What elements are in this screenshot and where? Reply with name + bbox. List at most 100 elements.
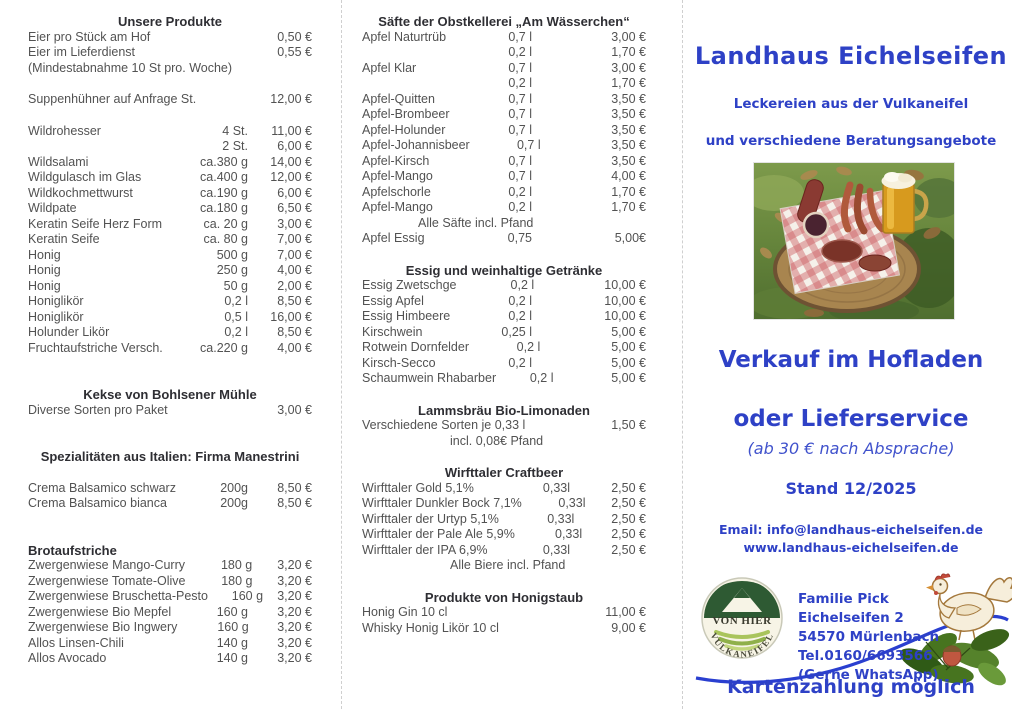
row-name: Wirfttaler der Urtyp 5,1%: [362, 511, 499, 526]
price-row: Essig Zwetschge 0,2 l 10,00 €: [362, 278, 646, 294]
row-qty: 0,33l: [542, 480, 570, 495]
price-row: Apfel Klar 0,7 l 3,00 €: [362, 61, 646, 77]
price-row: Essig Himbeere 0,2 l 10,00 €: [362, 309, 646, 325]
sale-heading-2: oder Lieferservice: [733, 406, 969, 432]
von-hier-vulkaneifel-logo: VON HIER VULKANEIFEL: [701, 577, 783, 659]
spacer: [28, 108, 312, 124]
price-row: Honig 250 g 4,00 €: [28, 263, 312, 279]
price-row: Wirfttaler der Pale Ale 5,9% 0,33l 2,50 €: [362, 527, 646, 543]
row-price: 1,70 €: [611, 76, 646, 90]
row-name: Schaumwein Rhabarber: [362, 371, 497, 385]
price-row: Whisky Honig Likör 10 cl 9,00 €: [362, 621, 646, 637]
row-price: 1,70 €: [611, 200, 646, 214]
menu-section: Säfte der Obstkellerei „Am Wässerchen“ Ap…: [362, 14, 646, 247]
row-price: 3,50 €: [611, 138, 646, 152]
row-name: Honiglikör: [28, 309, 84, 324]
price-row: Holunder Likör 0,2 l 8,50 €: [28, 325, 312, 341]
row-price: 4,00 €: [611, 169, 646, 183]
row-qty: 140 g: [216, 651, 248, 665]
row-name: Allos Linsen-Chili: [28, 635, 124, 650]
row-price: 3,00 €: [611, 29, 646, 44]
row-qty: 0,7 l: [508, 60, 532, 75]
row-price: 5,00€: [614, 231, 646, 245]
price-row: Apfel-Brombeer 0,7 l 3,50 €: [362, 107, 646, 123]
note-line: (Mindestabnahme 10 St pro. Woche): [28, 60, 233, 75]
contact-block: Familie Pick Eichelseifen 2 54570 Mürlen…: [798, 590, 939, 685]
row-qty: ca.380 g: [200, 154, 248, 169]
row-name: Kirsch-Secco: [362, 355, 436, 370]
row-price: 5,00 €: [611, 324, 646, 339]
row-name: Eier pro Stück am Hof: [28, 29, 151, 44]
row-name: Apfel-Quitten: [362, 91, 435, 106]
row-price: 10,00 €: [604, 293, 646, 308]
row-qty: 0,7 l: [508, 107, 532, 121]
price-row: 2 St. 6,00 €: [28, 139, 312, 155]
row-price: 3,20 €: [277, 620, 312, 634]
price-row: Honiglikör 0,2 l 8,50 €: [28, 294, 312, 310]
row-name: Wildrohesser: [28, 123, 101, 138]
row-qty: 200g: [220, 480, 248, 495]
section-title: Produkte von Honigstaub: [424, 589, 584, 605]
row-price: 1,70 €: [611, 45, 646, 59]
price-row: Wildsalami ca.380 g 14,00 €: [28, 155, 312, 171]
menu-section: Essig und weinhaltige Getränke Essig Zwet…: [362, 263, 646, 387]
row-qty: 0,2 l: [529, 371, 554, 385]
row-name: Diverse Sorten pro Paket: [28, 402, 168, 417]
row-qty: 2 St.: [222, 139, 248, 153]
price-row: Wirfttaler der Urtyp 5,1% 0,33l 2,50 €: [362, 512, 646, 528]
row-qty: 0,75: [507, 231, 532, 245]
row-name: Apfel-Mango: [362, 169, 433, 183]
row-name: Apfel-Brombeer: [362, 107, 450, 121]
section-title: Essig und weinhaltige Getränke: [405, 262, 603, 278]
row-qty: ca.400 g: [200, 170, 248, 184]
section-title: Spezialitäten aus Italien: Firma Manestr…: [40, 449, 300, 464]
row-price: 3,50 €: [611, 122, 646, 137]
row-price: 2,50 €: [611, 527, 646, 541]
row-price: 0,50 €: [277, 29, 312, 44]
price-row: Wildgulasch im Glas ca.400 g 12,00 €: [28, 170, 312, 186]
row-qty: 0,7 l: [508, 153, 532, 168]
row-price: 2,50 €: [611, 511, 646, 526]
section-title: Säfte der Obstkellerei „Am Wässerchen“: [378, 14, 630, 29]
sausages: [797, 179, 892, 272]
row-price: 5,00 €: [611, 355, 646, 370]
row-qty: 180 g: [221, 573, 253, 588]
row-name: Apfel Naturtrüb: [362, 29, 447, 44]
menu-section: Spezialitäten aus Italien: Firma Manestr…: [28, 449, 312, 512]
flyer-title: Landhaus Eichelseifen: [694, 42, 1008, 70]
price-row: Apfel Naturtrüb 0,7 l 3,00 €: [362, 30, 646, 46]
row-name: Wildpate: [28, 201, 77, 215]
row-price: 2,50 €: [611, 542, 646, 557]
row-name: Essig Apfel: [362, 293, 424, 308]
price-row: Schaumwein Rhabarber 0,2 l 5,00 €: [362, 371, 646, 387]
section-title: Wirfttaler Craftbeer: [444, 465, 564, 480]
contact-name: Familie Pick: [798, 591, 889, 607]
price-row: Apfel-Holunder 0,7 l 3,50 €: [362, 123, 646, 139]
email-line: Email: info@landhaus-eichelseifen.de: [718, 522, 984, 537]
row-qty: 0,2 l: [508, 76, 532, 90]
row-qty: 0,7 l: [516, 138, 541, 152]
row-price: 11,00 €: [271, 123, 312, 138]
row-name: Zwergenwiese Bio Mepfel: [28, 604, 172, 619]
menu-section: Wirfttaler Craftbeer Wirfttaler Gold 5,1%…: [362, 465, 646, 574]
row-price: 8,50 €: [277, 480, 312, 495]
spacer: [28, 76, 312, 92]
row-name: Wirfttaler Dunkler Bock 7,1%: [362, 496, 522, 510]
row-qty: 0,2 l: [510, 278, 535, 292]
row-price: 4,00 €: [277, 340, 312, 355]
row-name: Wildgulasch im Glas: [28, 170, 142, 184]
section-title: Brotaufstriche: [28, 542, 117, 558]
price-row: Crema Balsamico bianca 200g 8,50 €: [28, 496, 312, 512]
price-row: Apfel-Quitten 0,7 l 3,50 €: [362, 92, 646, 108]
row-name: Zwergenwiese Bio Ingwery: [28, 620, 178, 634]
row-name: Verschiedene Sorten je 0,33 l: [362, 418, 526, 432]
row-price: 3,50 €: [611, 107, 646, 121]
price-row: Honig 500 g 7,00 €: [28, 248, 312, 264]
row-price: 10,00 €: [604, 278, 646, 292]
row-price: 3,20 €: [277, 604, 312, 619]
row-name: Keratin Seife: [28, 232, 100, 246]
price-row: Zwergenwiese Bio Ingwery 160 g 3,20 €: [28, 620, 312, 636]
note-line: incl. 0,08€ Pfand: [450, 433, 544, 448]
menu-section: Brotaufstriche Zwergenwiese Mango-Curry 18…: [28, 543, 312, 667]
